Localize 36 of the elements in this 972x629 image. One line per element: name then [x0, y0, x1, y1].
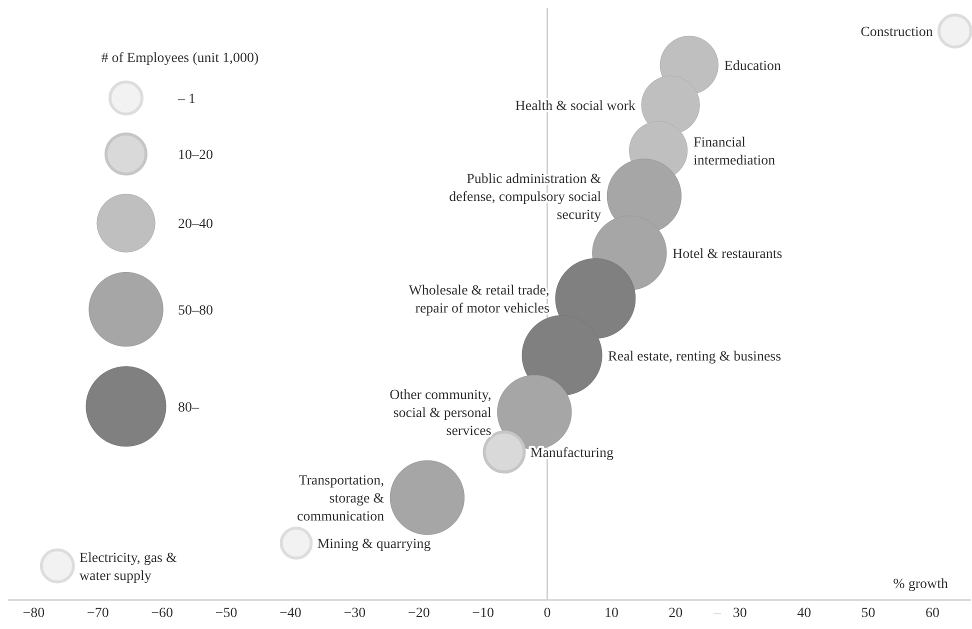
legend-label: 20–40 — [178, 217, 213, 232]
annotation: Transportation, storage & communication — [297, 474, 384, 525]
x-tick-label: −10 — [472, 606, 494, 621]
x-tick-label: −60 — [151, 606, 174, 621]
x-tick-label: 50 — [861, 606, 876, 621]
annotation: Other community, social & personal services — [390, 388, 492, 440]
annotation: Education — [724, 59, 782, 74]
x-tick-label: 20 — [668, 606, 683, 621]
legend-label: 50–80 — [178, 303, 213, 318]
x-tick-label: 0 — [544, 606, 551, 621]
legend-label: 10–20 — [178, 148, 213, 163]
x-tick-label: 60 — [925, 606, 940, 621]
legend-label: 80– — [178, 400, 200, 416]
x-tick-label: 30 — [732, 606, 747, 621]
x-tick-label: −70 — [86, 606, 109, 621]
annotation: Wholesale & retail trade, repair of motor vehicles — [408, 283, 550, 316]
x-axis-title: % growth — [893, 577, 948, 592]
x-tick-label: – — [712, 606, 722, 621]
annotation: Electricity, gas & water supply — [79, 550, 177, 584]
x-tick-label: 10 — [604, 606, 618, 621]
x-tick-label: −50 — [215, 606, 238, 621]
annotation: Health & social work — [515, 98, 636, 114]
annotation: Manufacturing — [530, 446, 614, 462]
annotation: Hotel & restaurants — [672, 246, 782, 262]
legend-title: # of Employees (unit 1,000) — [101, 51, 260, 66]
annotation: Mining & quarrying — [317, 537, 431, 552]
legend-label: – 1 — [177, 92, 196, 107]
annotation: Construction — [860, 25, 933, 40]
x-tick-label: −80 — [22, 606, 45, 621]
annotation: Financial intermediation — [693, 135, 776, 168]
annotation: Real estate, renting & business — [608, 349, 782, 364]
x-tick-label: −30 — [344, 606, 366, 621]
annotation: Public administration & defense, compulsory social security — [449, 172, 602, 224]
x-tick-label: −40 — [280, 606, 302, 621]
x-tick-label: 40 — [797, 606, 812, 621]
x-tick-label: −20 — [408, 606, 430, 621]
